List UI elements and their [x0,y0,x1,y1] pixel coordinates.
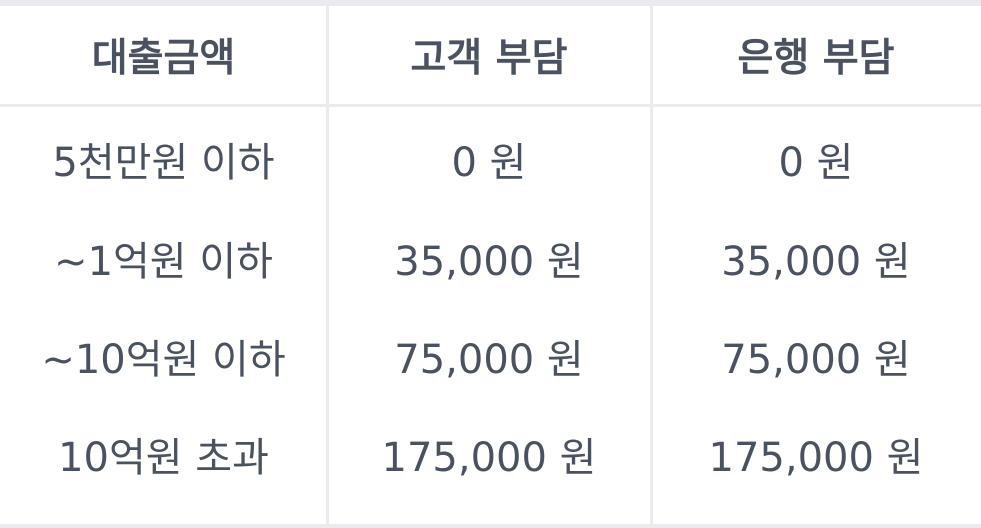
top-rule [0,0,981,6]
header-loan-amount: 대출금액 [91,36,236,81]
cell-bank-share: 0 원 [778,140,854,186]
table-row: 5천만원 이하 0 원 0 원 [0,109,981,209]
header-bank-share: 은행 부담 [737,36,895,81]
header-row: 대출금액 고객 부담 은행 부담 [0,6,981,104]
cell-customer-share: 75,000 원 [394,337,584,383]
header-customer-share: 고객 부담 [410,36,568,81]
bottom-rule [0,524,981,528]
cell-bank-share: 175,000 원 [708,435,924,481]
cell-bank-share: 35,000 원 [721,239,911,285]
cell-loan-amount: 10억원 초과 [58,435,269,481]
loan-fee-table: 대출금액 고객 부담 은행 부담 5천만원 이하 0 원 0 원 ~1억원 이하… [0,6,981,503]
cell-loan-amount: ~10억원 이하 [41,337,286,383]
table-row: 10억원 초과 175,000 원 175,000 원 [0,405,981,503]
cell-customer-share: 175,000 원 [381,435,597,481]
column-divider-2 [650,6,653,524]
cell-loan-amount: ~1억원 이하 [54,239,273,285]
cell-bank-share: 75,000 원 [721,337,911,383]
cell-loan-amount: 5천만원 이하 [52,140,275,186]
table-row: ~1억원 이하 35,000 원 35,000 원 [0,209,981,307]
cell-customer-share: 0 원 [451,140,527,186]
table-row: ~10억원 이하 75,000 원 75,000 원 [0,307,981,405]
cell-customer-share: 35,000 원 [394,239,584,285]
column-divider-1 [326,6,329,524]
header-divider [0,104,981,107]
